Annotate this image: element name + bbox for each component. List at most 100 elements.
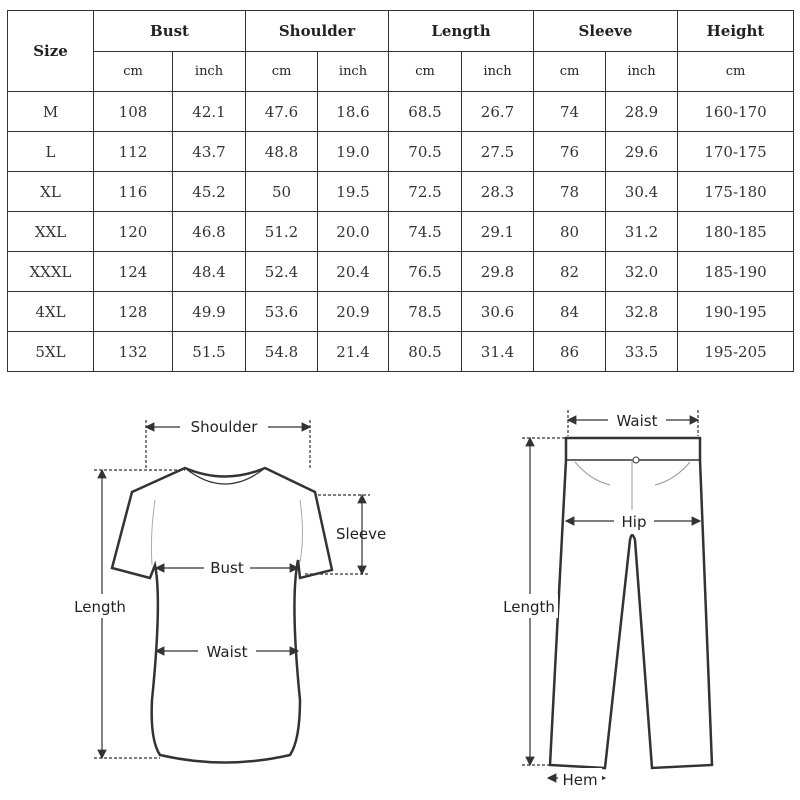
- measurement-cell: 47.6: [245, 91, 318, 132]
- measurement-cell: 20.4: [317, 251, 389, 292]
- measurement-cell: 51.5: [172, 331, 246, 372]
- measurement-cell: 42.1: [172, 91, 246, 132]
- measurement-cell: 49.9: [172, 291, 246, 332]
- measurement-cell: 124: [93, 251, 173, 292]
- measurement-cell: 78: [533, 171, 606, 212]
- label-length-pants: Length: [503, 598, 555, 616]
- measurement-cell: 76.5: [388, 251, 462, 292]
- size-cell: L: [7, 131, 94, 172]
- column-group-header: Bust: [93, 10, 246, 52]
- measurement-cell: 29.6: [605, 131, 678, 172]
- measurement-cell: 132: [93, 331, 173, 372]
- measurement-cell: 52.4: [245, 251, 318, 292]
- measurement-cell: 160-170: [677, 91, 794, 132]
- table-row: M 108 42.1 47.6 18.6 68.5 26.7 74 28.9 160-170: [7, 91, 794, 132]
- label-shoulder: Shoulder: [191, 418, 259, 436]
- measurement-cell: 175-180: [677, 171, 794, 212]
- size-cell: 5XL: [7, 331, 94, 372]
- measurement-cell: 185-190: [677, 251, 794, 292]
- unit-header: inch: [172, 51, 246, 92]
- unit-header: cm: [677, 51, 794, 92]
- measurement-cell: 20.9: [317, 291, 389, 332]
- measurement-cell: 112: [93, 131, 173, 172]
- measurement-cell: 18.6: [317, 91, 389, 132]
- label-bust: Bust: [210, 559, 244, 577]
- unit-header: inch: [317, 51, 389, 92]
- measurement-cell: 29.8: [461, 251, 534, 292]
- measurement-cell: 33.5: [605, 331, 678, 372]
- measurement-cell: 45.2: [172, 171, 246, 212]
- label-sleeve: Sleeve: [336, 525, 386, 543]
- unit-header: cm: [388, 51, 462, 92]
- measurement-cell: 19.5: [317, 171, 389, 212]
- measurement-cell: 20.0: [317, 211, 389, 252]
- size-header: Size: [7, 10, 94, 92]
- measurement-cell: 128: [93, 291, 173, 332]
- measurement-cell: 19.0: [317, 131, 389, 172]
- size-cell: 4XL: [7, 291, 94, 332]
- measurement-cell: 32.8: [605, 291, 678, 332]
- size-chart-table: Size Bust Shoulder Length Sleeve Height cm in…: [7, 10, 794, 372]
- measurement-cell: 84: [533, 291, 606, 332]
- table-row: 4XL 128 49.9 53.6 20.9 78.5 30.6 84 32.8 190-195: [7, 291, 794, 332]
- unit-header: cm: [245, 51, 318, 92]
- measurement-cell: 51.2: [245, 211, 318, 252]
- measurement-cell: 48.4: [172, 251, 246, 292]
- table-row: XXL 120 46.8 51.2 20.0 74.5 29.1 80 31.2 180-185: [7, 211, 794, 252]
- measurement-cell: 68.5: [388, 91, 462, 132]
- column-group-header: Shoulder: [245, 10, 389, 52]
- measurement-cell: 120: [93, 211, 173, 252]
- size-cell: XXL: [7, 211, 94, 252]
- measurement-cell: 48.8: [245, 131, 318, 172]
- tshirt-outline: [110, 466, 334, 764]
- label-length-shirt: Length: [74, 598, 126, 616]
- unit-header: inch: [461, 51, 534, 92]
- measurement-cell: 116: [93, 171, 173, 212]
- measurement-cell: 74.5: [388, 211, 462, 252]
- size-cell: M: [7, 91, 94, 132]
- measurement-cell: 50: [245, 171, 318, 212]
- measurement-cell: 78.5: [388, 291, 462, 332]
- table-row: XL 116 45.2 50 19.5 72.5 28.3 78 30.4 175-180: [7, 171, 794, 212]
- pants-diagram: [548, 436, 714, 770]
- measurement-cell: 170-175: [677, 131, 794, 172]
- column-group-header: Height: [677, 10, 794, 52]
- unit-header: cm: [533, 51, 606, 92]
- measurement-cell: 28.3: [461, 171, 534, 212]
- table-row: XXXL 124 48.4 52.4 20.4 76.5 29.8 82 32.0 185-190: [7, 251, 794, 292]
- table-row: 5XL 132 51.5 54.8 21.4 80.5 31.4 86 33.5 195-205: [7, 331, 794, 372]
- measurement-cell: 80: [533, 211, 606, 252]
- measurement-cell: 74: [533, 91, 606, 132]
- measurement-cell: 32.0: [605, 251, 678, 292]
- measurement-cell: 80.5: [388, 331, 462, 372]
- measurement-cell: 180-185: [677, 211, 794, 252]
- pants-outline: [548, 436, 714, 770]
- measurement-cell: 108: [93, 91, 173, 132]
- measurement-cell: 86: [533, 331, 606, 372]
- measurement-cell: 28.9: [605, 91, 678, 132]
- measurement-cell: 21.4: [317, 331, 389, 372]
- measurement-cell: 30.6: [461, 291, 534, 332]
- measurement-cell: 31.2: [605, 211, 678, 252]
- unit-header: cm: [93, 51, 173, 92]
- column-group-header: Length: [388, 10, 534, 52]
- label-waist-pants: Waist: [617, 412, 658, 430]
- measurement-cell: 30.4: [605, 171, 678, 212]
- size-cell: XXXL: [7, 251, 94, 292]
- measurement-cell: 76: [533, 131, 606, 172]
- measurement-cell: 72.5: [388, 171, 462, 212]
- measurement-cell: 27.5: [461, 131, 534, 172]
- table-row: L 112 43.7 48.8 19.0 70.5 27.5 76 29.6 170-175: [7, 131, 794, 172]
- measurement-cell: 53.6: [245, 291, 318, 332]
- size-cell: XL: [7, 171, 94, 212]
- measurement-cell: 82: [533, 251, 606, 292]
- measurement-cell: 70.5: [388, 131, 462, 172]
- tshirt-diagram: [110, 466, 334, 764]
- measurement-diagrams: Shoulder Sleeve Bust Length Waist Waist …: [74, 408, 714, 790]
- measurement-cell: 31.4: [461, 331, 534, 372]
- measurement-cell: 195-205: [677, 331, 794, 372]
- unit-header: inch: [605, 51, 678, 92]
- measurement-cell: 46.8: [172, 211, 246, 252]
- tshirt-measure-lines: [94, 420, 370, 760]
- measurement-cell: 29.1: [461, 211, 534, 252]
